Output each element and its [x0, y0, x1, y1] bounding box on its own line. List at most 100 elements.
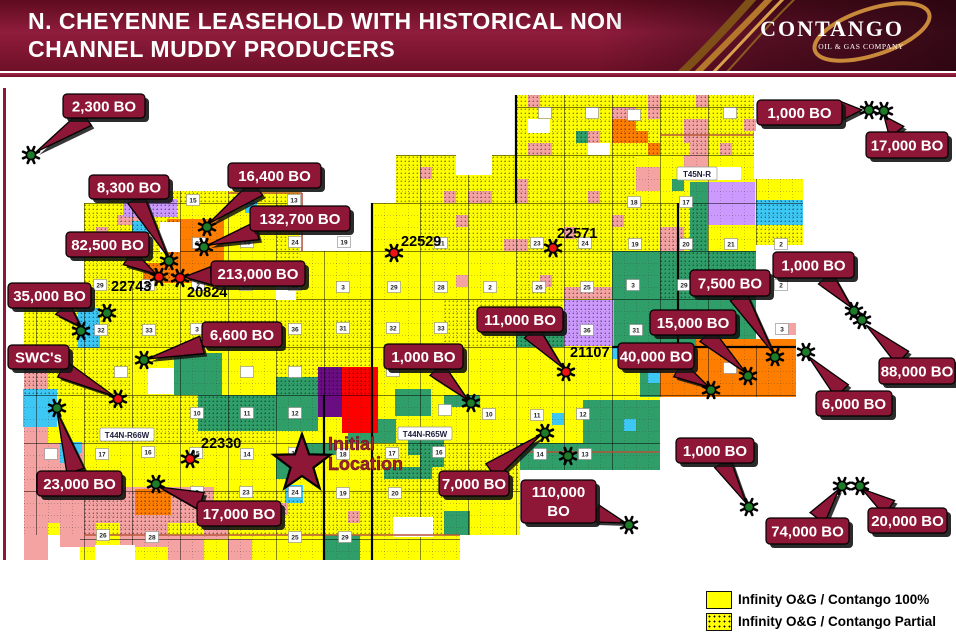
legend-label-100pct: Infinity O&G / Contango 100%	[738, 592, 930, 607]
well-number-label: 22330	[201, 436, 241, 452]
oil-well-marker-red	[108, 389, 128, 409]
section-number: 19	[337, 236, 351, 248]
svg-text:Initial: Initial	[328, 434, 375, 454]
title-line-2: CHANNEL MUDDY PRODUCERS	[28, 36, 396, 62]
svg-text:21: 21	[727, 241, 735, 248]
svg-text:32: 32	[389, 325, 397, 332]
callout-7-500-bo: 7,500 BO	[689, 269, 774, 300]
township-label: T44N-R66W	[99, 427, 155, 442]
section-number-labels: 1513181721222324192123241920212292022825…	[44, 107, 789, 543]
callout-1-000-bo: 1,000 BO	[383, 343, 467, 373]
section-number: 2	[483, 281, 497, 293]
section-number: 24	[288, 236, 302, 248]
callout-label: 74,000 BO	[771, 524, 844, 541]
section-number: 16	[432, 446, 446, 458]
section-number: 14	[533, 448, 547, 460]
callout-8-300-bo: 8,300 BO	[88, 174, 173, 203]
oil-well-marker-green	[832, 476, 852, 496]
legend-swatch-solid-yellow	[706, 590, 732, 609]
svg-text:3: 3	[631, 282, 635, 289]
svg-text:31: 31	[632, 327, 640, 334]
callout-label: 6,000 BO	[822, 396, 887, 413]
oil-well-marker-green	[765, 347, 785, 367]
section-number: 18	[627, 196, 641, 208]
empty-section-box	[723, 107, 737, 119]
township-thick-lines	[322, 95, 796, 560]
section-number: 24	[578, 237, 592, 249]
svg-text:33: 33	[437, 325, 445, 332]
section-number: 32	[386, 322, 400, 334]
well-number-label: 22571	[557, 226, 597, 242]
callout-label: 6,600 BO	[210, 327, 275, 344]
section-number: 12	[576, 408, 590, 420]
well-number-label: 22743	[111, 279, 151, 295]
gold-swoosh-stripes	[677, 0, 932, 71]
svg-text:3: 3	[780, 326, 784, 333]
callout-23-000-bo: 23,000 BO	[36, 470, 126, 500]
oil-well-marker-green	[47, 398, 67, 418]
oil-well-marker-green	[619, 515, 639, 535]
oil-well-marker-green	[558, 446, 578, 466]
callout-20-000-bo: 20,000 BO	[867, 507, 951, 537]
section-number: 36	[580, 324, 594, 336]
oil-well-marker-green	[146, 474, 166, 494]
empty-section-box	[240, 366, 254, 378]
oil-well-marker-green	[461, 393, 481, 413]
section-number: 3	[775, 323, 789, 335]
section-number: 17	[95, 448, 109, 460]
callout-label: 1,000 BO	[391, 349, 456, 366]
svg-text:3: 3	[341, 284, 345, 291]
svg-text:25: 25	[583, 284, 591, 291]
section-number: 29	[93, 279, 107, 291]
empty-section-box	[44, 448, 58, 460]
svg-text:17: 17	[682, 199, 690, 206]
section-number: 15	[186, 194, 200, 206]
header-accent-line	[0, 73, 956, 77]
oil-well-marker-green	[852, 310, 872, 330]
svg-text:24: 24	[291, 239, 299, 246]
svg-text:14: 14	[243, 451, 251, 458]
callout-1-000-bo: 1,000 BO	[675, 437, 758, 467]
oil-well-marker-red	[384, 243, 404, 263]
svg-text:11: 11	[244, 410, 251, 417]
oil-well-marker-red	[149, 267, 169, 287]
callout-110-000-bo: 110,000 BO	[520, 479, 600, 527]
callout-6-000-bo: 6,000 BO	[815, 390, 896, 420]
oil-well-marker-green	[738, 366, 758, 386]
section-number: 3	[336, 281, 350, 293]
callout-label: 15,000 BO	[657, 315, 730, 332]
callout-label: 1,000 BO	[767, 105, 832, 122]
empty-section-box	[288, 366, 302, 378]
callout-6-600-bo: 6,600 BO	[201, 321, 286, 351]
section-number: 11	[530, 409, 544, 421]
svg-text:23: 23	[533, 240, 541, 247]
svg-text:29: 29	[390, 284, 398, 291]
section-number: 19	[336, 487, 350, 499]
contango-logo-art	[596, 0, 956, 71]
svg-text:25: 25	[291, 534, 299, 541]
section-number: 25	[288, 531, 302, 543]
callout-17-000-bo: 17,000 BO	[196, 500, 285, 530]
callout-label: 82,500 BO	[71, 237, 144, 254]
callout-label: 2,300 BO	[72, 99, 137, 116]
section-number: 2	[774, 238, 788, 250]
svg-text:28: 28	[437, 284, 445, 291]
callout-74-000-bo: 74,000 BO	[765, 517, 853, 548]
callout-213-000-bo: 213,000 BO	[210, 260, 309, 290]
section-number: 23	[239, 486, 253, 498]
callout-label: 7,500 BO	[698, 276, 763, 293]
empty-section-box	[538, 107, 552, 119]
section-number: 26	[532, 281, 546, 293]
callout-label: 110,000	[532, 484, 585, 501]
svg-text:12: 12	[291, 410, 299, 417]
callout-17-000-bo: 17,000 BO	[865, 131, 952, 162]
callout-88-000-bo: 88,000 BO	[878, 357, 956, 388]
callout-40-000-bo: 40,000 BO	[617, 342, 698, 373]
svg-text:29: 29	[680, 282, 688, 289]
svg-text:24: 24	[581, 240, 589, 247]
initial-location-star	[270, 430, 334, 491]
callout-label: 40,000 BO	[620, 349, 693, 366]
left-margin-rule	[3, 88, 6, 560]
section-number: 19	[628, 238, 642, 250]
